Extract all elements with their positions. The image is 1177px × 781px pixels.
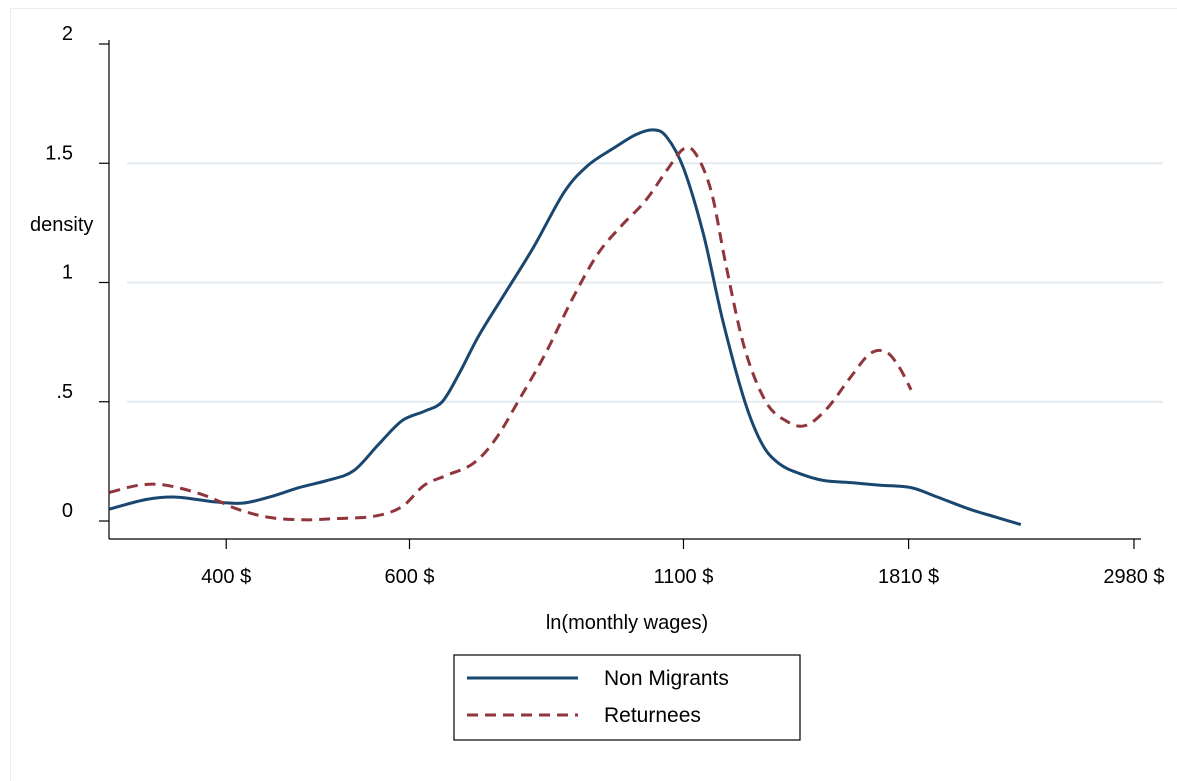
y-tick-label: 0 [62,500,73,522]
x-tick-label: 1100 $ [654,566,714,588]
x-tick-label: 1810 $ [878,566,939,588]
y-tick-label: 2 [62,23,73,45]
x-tick-label: 600 $ [384,566,434,588]
legend-label-returnees: Returnees [604,704,701,727]
y-tick-label: 1 [62,262,73,284]
legend-label-non-migrants: Non Migrants [604,667,729,690]
series-line-returnees [109,145,913,522]
x-ticks: 400 $ 600 $ 1100 $ 1810 $ 2980 $ [201,539,1165,588]
x-axis-title: ln(monthly wages) [546,612,708,634]
legend: Non Migrants Returnees [453,654,801,741]
series-line-non-migrants [109,128,1022,527]
grid-lines [127,162,1163,403]
x-tick-label: 400 $ [201,566,251,588]
chart-frame [10,8,1177,781]
y-axis-title: density [30,214,93,236]
y-ticks: 0 .5 1 1.5 2 [45,23,109,522]
x-tick-label: 2980 $ [1103,566,1164,588]
y-tick-label: .5 [56,381,73,403]
axes [108,40,1141,540]
series-lines [109,128,1022,527]
legend-box [453,654,801,741]
y-tick-label: 1.5 [45,142,73,164]
